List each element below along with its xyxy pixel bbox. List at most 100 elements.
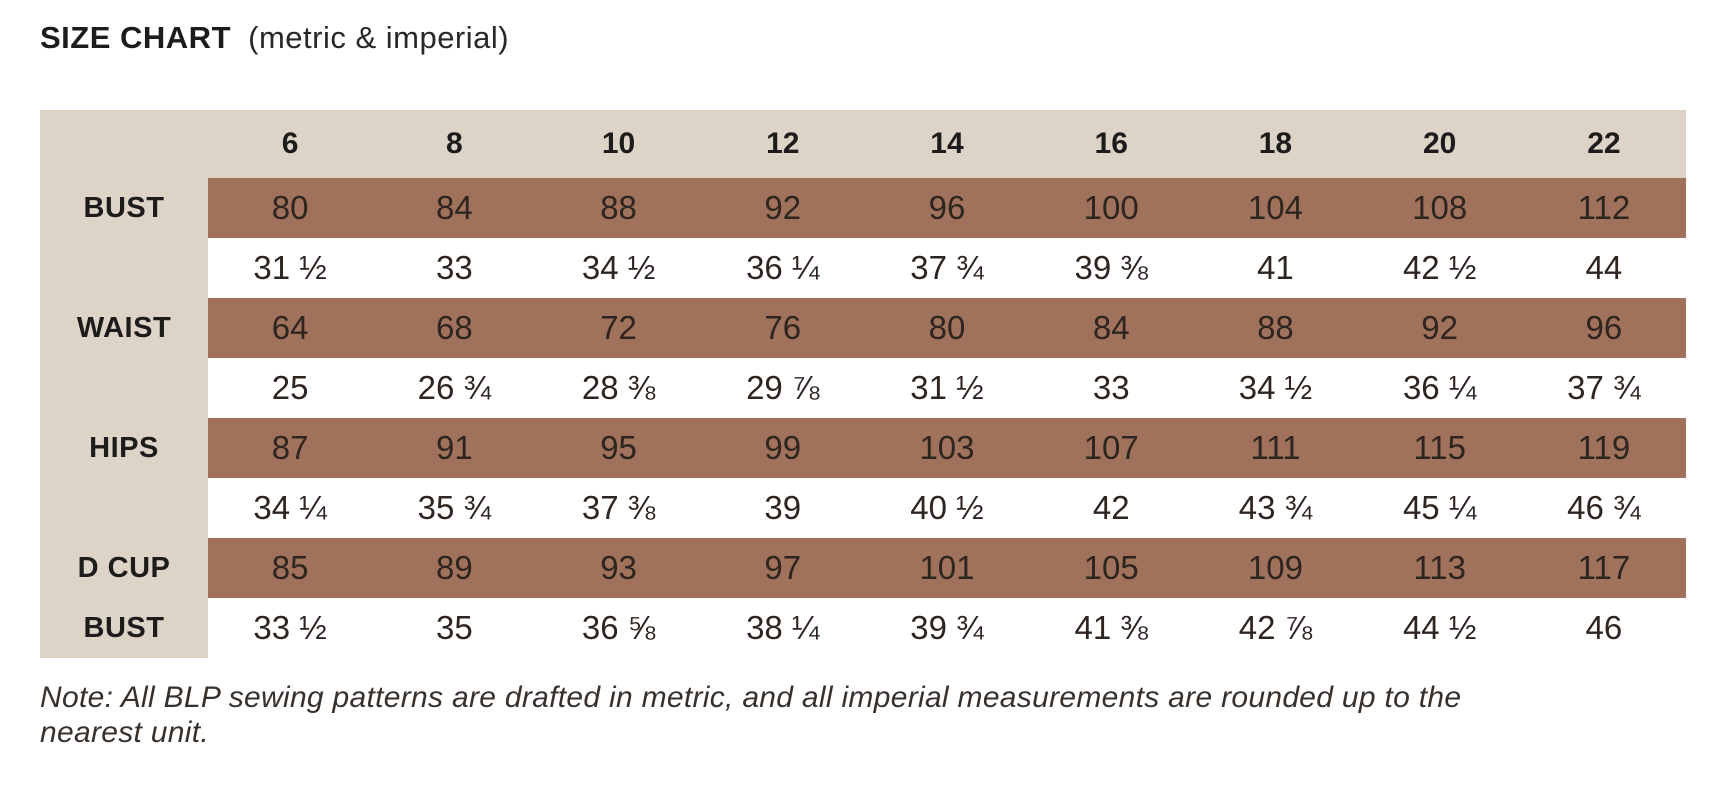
waist-imperial-cell: 37 ¾ — [1567, 369, 1641, 406]
size-column-header: 12 — [766, 127, 800, 160]
row-label-waist: WAIST — [40, 298, 208, 358]
page-title: SIZE CHART (metric & imperial) — [40, 20, 509, 56]
dcup-bust-metric-cell: 113 — [1357, 538, 1522, 598]
waist-imperial-cell: 34 ½ — [1238, 369, 1313, 406]
hips-metric-cell: 111 — [1193, 418, 1358, 478]
hips-metric-cell: 107 — [1029, 418, 1194, 478]
bust-imperial-cell: 37 ¾ — [910, 249, 984, 286]
dcup-bust-imperial-cell: 39 ¾ — [910, 609, 984, 646]
size-column-header: 14 — [930, 127, 964, 160]
hips-metric-cell: 87 — [208, 418, 373, 478]
dcup-bust-imperial-cell: 33 ½ — [253, 609, 327, 646]
dcup-bust-metric-cell: 93 — [536, 538, 701, 598]
dcup-bust-metric-cell: 109 — [1193, 538, 1358, 598]
dcup-bust-metric-row: D CUP 85 89 93 97 101 105 109 113 117 — [40, 538, 1686, 598]
waist-imperial-cell: 28 ⅜ — [581, 369, 656, 406]
dcup-bust-imperial-cell: 42 ⅞ — [1238, 609, 1313, 646]
size-column-header: 6 — [281, 127, 299, 160]
size-column-header: 18 — [1258, 127, 1293, 160]
dcup-bust-metric-cell: 101 — [864, 538, 1030, 598]
bust-metric-cell: 88 — [536, 178, 701, 238]
waist-metric-cell: 92 — [1357, 298, 1522, 358]
dcup-bust-imperial-cell: 38 ¼ — [746, 609, 820, 646]
hips-metric-cell: 115 — [1357, 418, 1522, 478]
waist-metric-cell: 64 — [208, 298, 373, 358]
hips-imperial-cell: 35 ¾ — [417, 489, 492, 526]
hips-imperial-cell: 39 — [764, 489, 802, 526]
bust-metric-cell: 100 — [1029, 178, 1194, 238]
size-column-header: 16 — [1094, 127, 1128, 160]
waist-metric-cell: 80 — [864, 298, 1030, 358]
waist-metric-cell: 68 — [372, 298, 537, 358]
bust-imperial-cell: 33 — [435, 249, 473, 286]
waist-imperial-row: 25 26 ¾ 28 ⅜ 29 ⅞ 31 ½ 33 34 ½ 36 ¼ 37 ¾ — [40, 358, 1686, 418]
size-column-header: 8 — [445, 127, 463, 160]
waist-metric-cell: 72 — [536, 298, 701, 358]
bust-metric-cell: 92 — [700, 178, 865, 238]
waist-imperial-cell: 25 — [271, 369, 309, 406]
hips-imperial-cell: 45 ¼ — [1402, 489, 1477, 526]
bust-imperial-cell: 42 ½ — [1402, 249, 1477, 286]
footnote: Note: All BLP sewing patterns are drafte… — [40, 681, 1462, 750]
dcup-bust-imperial-cell: 46 — [1585, 609, 1623, 646]
bust-metric-cell: 96 — [864, 178, 1030, 238]
waist-imperial-cell: 29 ⅞ — [746, 369, 820, 406]
hips-imperial-cell: 40 ½ — [910, 489, 984, 526]
hips-imperial-cell: 46 ¾ — [1567, 489, 1641, 526]
waist-metric-cell: 96 — [1521, 298, 1686, 358]
hips-metric-row: HIPS 87 91 95 99 103 107 111 115 119 — [40, 418, 1686, 478]
dcup-bust-imperial-cell: 41 ⅜ — [1074, 609, 1148, 646]
bust-imperial-cell: 31 ½ — [253, 249, 327, 286]
dcup-bust-metric-cell: 89 — [372, 538, 537, 598]
hips-metric-cell: 95 — [536, 418, 701, 478]
waist-imperial-cell: 26 ¾ — [417, 369, 492, 406]
hips-metric-cell: 103 — [864, 418, 1030, 478]
dcup-bust-imperial-cell: 35 — [435, 609, 473, 646]
title-main: SIZE CHART — [40, 20, 231, 55]
dcup-bust-metric-cell: 97 — [700, 538, 865, 598]
hips-metric-cell: 91 — [372, 418, 537, 478]
waist-metric-cell: 76 — [700, 298, 865, 358]
bust-metric-row: BUST 80 84 88 92 96 100 104 108 112 — [40, 178, 1686, 238]
dcup-bust-imperial-cell: 36 ⅝ — [581, 609, 656, 646]
size-header-row: 6 8 10 12 14 16 18 20 22 — [40, 110, 1686, 178]
size-column-header: 20 — [1422, 127, 1457, 160]
row-label-hips: HIPS — [40, 418, 208, 478]
hips-imperial-cell: 37 ⅜ — [581, 489, 656, 526]
row-label-bust-blank — [40, 238, 208, 298]
title-sub: (metric & imperial) — [248, 20, 510, 55]
bust-imperial-cell: 36 ¼ — [746, 249, 820, 286]
waist-imperial-cell: 33 — [1092, 369, 1130, 406]
size-column-header: 22 — [1587, 127, 1621, 160]
bust-imperial-cell: 34 ½ — [581, 249, 656, 286]
row-label-waist-blank — [40, 358, 208, 418]
hips-imperial-row: 34 ¼ 35 ¾ 37 ⅜ 39 40 ½ 42 43 ¾ 45 ¼ 46 ¾ — [40, 478, 1686, 538]
hips-imperial-cell: 34 ¼ — [253, 489, 327, 526]
hips-imperial-cell: 42 — [1092, 489, 1130, 526]
hips-metric-cell: 99 — [700, 418, 865, 478]
waist-metric-cell: 84 — [1029, 298, 1194, 358]
row-label-hips-blank — [40, 478, 208, 538]
bust-imperial-cell: 41 — [1257, 249, 1294, 286]
bust-metric-cell: 84 — [372, 178, 537, 238]
bust-imperial-cell: 39 ⅜ — [1074, 249, 1148, 286]
dcup-bust-metric-cell: 85 — [208, 538, 373, 598]
bust-imperial-row: 31 ½ 33 34 ½ 36 ¼ 37 ¾ 39 ⅜ 41 42 ½ 44 — [40, 238, 1686, 298]
bust-metric-cell: 104 — [1193, 178, 1358, 238]
row-label-dcup: D CUP — [40, 538, 208, 598]
waist-imperial-cell: 31 ½ — [910, 369, 984, 406]
waist-imperial-cell: 36 ¼ — [1402, 369, 1477, 406]
dcup-bust-metric-cell: 105 — [1029, 538, 1194, 598]
dcup-bust-imperial-cell: 44 ½ — [1402, 609, 1477, 646]
hips-metric-cell: 119 — [1521, 418, 1686, 478]
size-chart-table: 6 8 10 12 14 16 18 20 22 BUST 80 84 88 92 96 100 104 10… — [40, 110, 1686, 658]
hips-imperial-cell: 43 ¾ — [1238, 489, 1313, 526]
dcup-bust-imperial-row: BUST 33 ½ 35 36 ⅝ 38 ¼ 39 ¾ 41 ⅜ 42 ⅞ 44 ½ 46 — [40, 598, 1686, 658]
dcup-bust-metric-cell: 117 — [1521, 538, 1686, 598]
row-label-dcup-bust: BUST — [40, 598, 208, 658]
bust-metric-cell: 108 — [1357, 178, 1522, 238]
size-column-header: 10 — [601, 127, 636, 160]
waist-metric-row: WAIST 64 68 72 76 80 84 88 92 96 — [40, 298, 1686, 358]
bust-metric-cell: 112 — [1521, 178, 1686, 238]
